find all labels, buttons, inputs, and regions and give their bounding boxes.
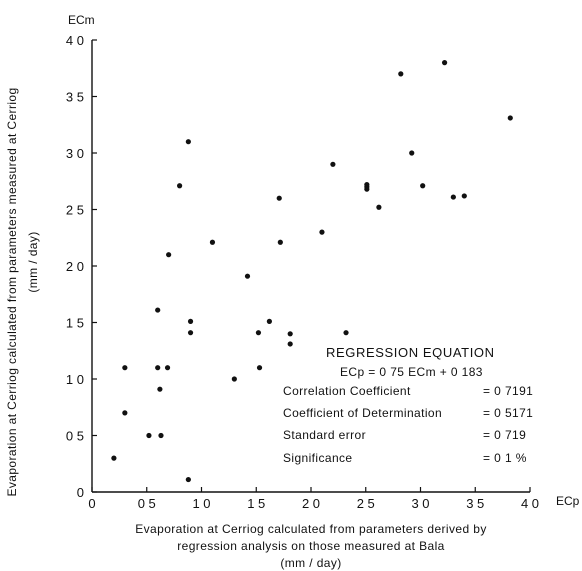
x-axis-title-line-2: regression analysis on those measured at…	[177, 539, 444, 553]
data-point	[319, 229, 325, 235]
y-axis-unit: ECm	[68, 13, 95, 27]
stat-value-significance: = 0 1 %	[483, 451, 527, 465]
x-tick-label: 3 5	[466, 496, 484, 511]
data-point	[255, 330, 262, 336]
data-point	[276, 195, 282, 201]
stat-label-determination: Coefficient of Determination	[283, 406, 442, 420]
data-point	[155, 307, 161, 313]
data-point	[461, 193, 467, 199]
data-point	[177, 183, 183, 189]
data-point	[450, 194, 456, 200]
data-point	[209, 239, 216, 245]
axes	[91, 40, 530, 493]
data-point	[187, 330, 194, 336]
data-point	[185, 476, 191, 483]
y-axis-title: Evaporation at Cerriog calculated from p…	[5, 87, 19, 496]
data-point	[364, 186, 370, 192]
x-tick-label: 0	[88, 496, 95, 511]
data-point	[364, 182, 370, 188]
regression-annotation: REGRESSION EQUATION ECp = 0 75 ECm + 0 1…	[283, 345, 533, 465]
data-point	[409, 150, 415, 156]
x-axis-title-line-1: Evaporation at Cerriog calculated from p…	[135, 522, 487, 536]
data-point	[244, 273, 251, 279]
data-point	[111, 455, 117, 461]
y-tick-label: 0 5	[66, 429, 84, 444]
data-point	[343, 330, 349, 336]
data-points	[111, 60, 513, 483]
data-point	[146, 432, 152, 439]
data-point	[158, 432, 164, 439]
axis-ticks: 0 0 5 1 0 1 5 2 0 2 5 3 0 3 5 4 0 0 0 5 1 0 1 5 2 0 2 …	[66, 33, 539, 511]
stat-label-correlation: Correlation Coefficient	[283, 384, 411, 398]
data-point	[256, 365, 263, 371]
data-point	[441, 60, 448, 66]
y-tick-label: 4 0	[66, 33, 84, 48]
data-point	[231, 376, 237, 382]
data-point	[420, 183, 426, 189]
x-tick-label: 2 0	[302, 496, 320, 511]
regression-title: REGRESSION EQUATION	[326, 345, 495, 360]
data-point	[166, 252, 172, 258]
y-axis-title-line-2: (mm / day)	[26, 231, 40, 292]
data-point	[122, 410, 128, 416]
data-point	[287, 331, 293, 337]
data-point	[155, 365, 161, 371]
y-tick-label: 2 0	[66, 259, 84, 274]
y-tick-label: 3 0	[66, 146, 84, 161]
data-point	[507, 115, 513, 121]
y-axis-title-line-1: Evaporation at Cerriog calculated from p…	[5, 87, 19, 496]
y-tick-label: 1 0	[66, 372, 84, 387]
data-point	[157, 386, 163, 392]
stat-value-determination: = 0 5171	[483, 406, 533, 420]
data-point	[164, 365, 171, 371]
data-point	[277, 239, 283, 245]
data-point	[122, 365, 128, 371]
data-point	[398, 71, 404, 77]
data-point	[185, 139, 191, 145]
y-tick-label: 0	[77, 485, 84, 500]
x-tick-label: 4 0	[521, 496, 539, 511]
x-axis-title-line-3: (mm / day)	[280, 556, 341, 570]
x-tick-label: 3 0	[411, 496, 429, 511]
y-tick-label: 3 5	[66, 90, 84, 105]
y-tick-label: 2 5	[66, 203, 84, 218]
stat-label-standard-error: Standard error	[283, 428, 366, 442]
data-point	[266, 318, 272, 324]
stat-label-significance: Significance	[283, 451, 353, 465]
x-tick-label: 0 5	[138, 496, 156, 511]
data-point	[287, 341, 293, 347]
stat-value-standard-error: = 0 719	[483, 428, 526, 442]
regression-equation: ECp = 0 75 ECm + 0 183	[340, 365, 483, 379]
y-tick-label: 1 5	[66, 316, 84, 331]
x-tick-label: 1 0	[192, 496, 210, 511]
data-point	[376, 204, 382, 210]
y-axis-title-unit: (mm / day)	[26, 231, 40, 292]
data-point	[187, 318, 194, 324]
x-tick-label: 1 5	[247, 496, 265, 511]
stat-value-correlation: = 0 7191	[483, 384, 533, 398]
x-axis-unit: ECp	[556, 494, 580, 508]
x-tick-label: 2 5	[357, 496, 375, 511]
data-point	[330, 161, 336, 167]
